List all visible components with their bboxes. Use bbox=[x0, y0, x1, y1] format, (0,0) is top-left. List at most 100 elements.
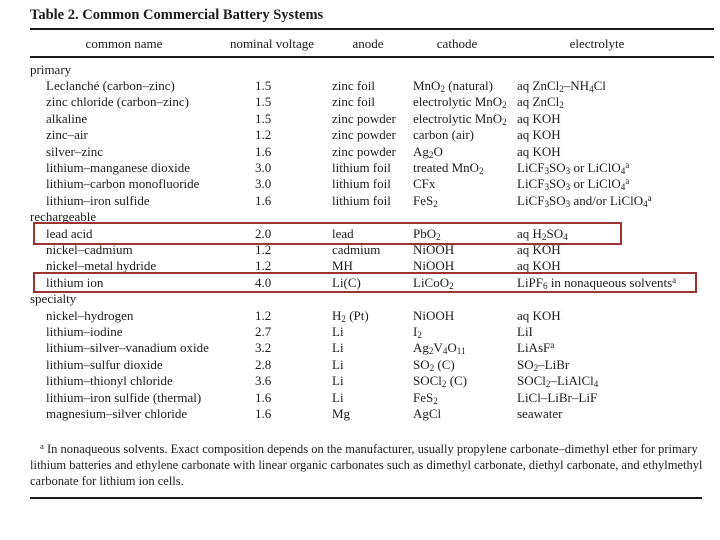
cell-cathode: I2 bbox=[413, 323, 422, 340]
cell-nominal-voltage: 1.5 bbox=[255, 94, 272, 110]
table-footnote: a In nonaqueous solvents. Exact composit… bbox=[30, 441, 703, 488]
cell-anode: MH bbox=[332, 258, 353, 274]
cell-common-name: lithium–iron sulfide (thermal) bbox=[46, 389, 202, 405]
cell-cathode: NiOOH bbox=[413, 241, 455, 257]
cell-anode: zinc foil bbox=[332, 78, 375, 94]
cell-nominal-voltage: 1.2 bbox=[255, 258, 272, 274]
column-header-common-name: common name bbox=[85, 36, 163, 51]
cell-anode: zinc powder bbox=[332, 127, 396, 143]
cell-electrolyte: SO2–LiBr bbox=[517, 356, 570, 373]
cell-cathode: electrolytic MnO2 bbox=[413, 94, 507, 111]
cell-nominal-voltage: 1.5 bbox=[255, 78, 272, 94]
table-row: silver–zinc 1.6 zinc powder Ag2O aq KOH bbox=[30, 143, 714, 159]
section-label: rechargeable bbox=[30, 209, 97, 225]
cell-nominal-voltage: 1.6 bbox=[255, 405, 272, 421]
cell-electrolyte: seawater bbox=[517, 405, 563, 421]
table-row: lithium–carbon monofluoride 3.0 lithium … bbox=[30, 176, 714, 192]
column-header-electrolyte: electrolyte bbox=[569, 36, 625, 51]
table-row: nickel–cadmium 1.2 cadmium NiOOH aq KOH bbox=[30, 241, 714, 257]
section-label: specialty bbox=[30, 291, 77, 307]
cell-anode: lithium foil bbox=[332, 160, 391, 176]
cell-cathode: CFx bbox=[413, 176, 436, 192]
cell-anode: Mg bbox=[332, 405, 351, 421]
column-header-nominal-voltage: nominal voltage bbox=[229, 36, 315, 51]
table-body: primary Leclanché (carbon–zinc) 1.5 zinc… bbox=[30, 61, 714, 422]
cell-nominal-voltage: 3.2 bbox=[255, 340, 272, 356]
cell-electrolyte: aq KOH bbox=[517, 143, 561, 159]
cell-cathode: NiOOH bbox=[413, 258, 455, 274]
cell-common-name: alkaline bbox=[46, 110, 88, 126]
cell-common-name: nickel–hydrogen bbox=[46, 307, 134, 323]
table-row: magnesium–silver chloride 1.6 Mg AgCl se… bbox=[30, 405, 714, 421]
cell-common-name: magnesium–silver chloride bbox=[46, 405, 188, 421]
section-row: rechargeable bbox=[30, 209, 714, 225]
cell-electrolyte: aq ZnCl2 bbox=[517, 94, 564, 111]
table-row: alkaline 1.5 zinc powder electrolytic Mn… bbox=[30, 110, 714, 126]
cell-nominal-voltage: 1.6 bbox=[255, 389, 272, 405]
cell-anode: Li bbox=[332, 389, 344, 405]
cell-electrolyte: aq KOH bbox=[517, 307, 561, 323]
cell-cathode: MnO2 (natural) bbox=[413, 78, 494, 94]
cell-electrolyte: LiAsFa bbox=[517, 340, 555, 356]
column-header-anode: anode bbox=[352, 36, 384, 51]
cell-nominal-voltage: 3.0 bbox=[255, 176, 272, 192]
cell-anode: H2 (Pt) bbox=[332, 307, 369, 324]
cell-nominal-voltage: 3.6 bbox=[255, 373, 272, 389]
cell-nominal-voltage: 1.5 bbox=[255, 110, 272, 126]
cell-anode: lithium foil bbox=[332, 192, 391, 208]
rule-bottom bbox=[30, 497, 702, 499]
cell-cathode: FeS2 bbox=[413, 389, 438, 406]
cell-common-name: lithium–carbon monofluoride bbox=[46, 176, 200, 192]
cell-cathode: SOCl2 (C) bbox=[413, 373, 468, 389]
cell-common-name: lithium–iodine bbox=[46, 323, 123, 339]
section-row: primary bbox=[30, 61, 714, 77]
cell-anode: zinc powder bbox=[332, 110, 396, 126]
cell-common-name: lead acid bbox=[46, 225, 93, 241]
cell-anode: lead bbox=[332, 225, 354, 241]
cell-electrolyte: aq KOH bbox=[517, 127, 561, 143]
cell-common-name: lithium ion bbox=[46, 274, 104, 290]
table-row: lithium–iron sulfide (thermal) 1.6 Li Fe… bbox=[30, 389, 714, 405]
cell-anode: Li bbox=[332, 373, 344, 389]
cell-electrolyte: LiCF3SO3 or LiClO4a bbox=[517, 176, 630, 193]
cell-cathode: NiOOH bbox=[413, 307, 455, 323]
cell-nominal-voltage: 1.2 bbox=[255, 307, 272, 323]
cell-cathode: SO2 (C) bbox=[413, 356, 455, 373]
table-row: nickel–hydrogen 1.2 H2 (Pt) NiOOH aq KOH bbox=[30, 307, 714, 323]
section-row: specialty bbox=[30, 290, 714, 306]
cell-electrolyte: aq KOH bbox=[517, 241, 561, 257]
cell-common-name: lithium–iron sulfide bbox=[46, 192, 150, 208]
cell-anode: Li bbox=[332, 340, 344, 356]
cell-anode: zinc foil bbox=[332, 94, 375, 110]
cell-anode: cadmium bbox=[332, 241, 381, 257]
cell-electrolyte: aq ZnCl2–NH4Cl bbox=[517, 78, 606, 94]
cell-electrolyte: aq KOH bbox=[517, 110, 561, 126]
rule-under-title bbox=[30, 28, 714, 30]
cell-nominal-voltage: 2.0 bbox=[255, 225, 272, 241]
section-label: primary bbox=[30, 61, 72, 77]
cell-electrolyte: LiCF3SO3 or LiClO4a bbox=[517, 159, 630, 176]
table-row: nickel–metal hydride 1.2 MH NiOOH aq KOH bbox=[30, 258, 714, 274]
table-row: zinc–air 1.2 zinc powder carbon (air) aq… bbox=[30, 127, 714, 143]
cell-common-name: silver–zinc bbox=[46, 143, 104, 159]
cell-common-name: nickel–cadmium bbox=[46, 241, 133, 257]
cell-cathode: PbO2 bbox=[413, 225, 441, 242]
cell-electrolyte: SOCl2–LiAlCl4 bbox=[517, 373, 599, 389]
cell-cathode: LiCoO2 bbox=[413, 274, 454, 291]
cell-anode: Li bbox=[332, 323, 344, 339]
table-row: lithium–silver–vanadium oxide 3.2 Li Ag2… bbox=[30, 340, 714, 356]
table-row: lead acid 2.0 lead PbO2 aq H2SO4 bbox=[30, 225, 714, 241]
cell-cathode: Ag2O bbox=[413, 143, 443, 160]
cell-common-name: lithium–manganese dioxide bbox=[46, 160, 191, 176]
cell-electrolyte: aq KOH bbox=[517, 258, 561, 274]
table-row: lithium–manganese dioxide 3.0 lithium fo… bbox=[30, 159, 714, 175]
cell-cathode: carbon (air) bbox=[413, 127, 474, 143]
cell-anode: Li bbox=[332, 356, 344, 372]
cell-cathode: AgCl bbox=[413, 405, 442, 421]
cell-cathode: Ag2V4O11 bbox=[413, 340, 466, 357]
cell-cathode: electrolytic MnO2 bbox=[413, 110, 507, 127]
cell-nominal-voltage: 4.0 bbox=[255, 274, 272, 290]
table-row: zinc chloride (carbon–zinc) 1.5 zinc foi… bbox=[30, 94, 714, 110]
cell-nominal-voltage: 3.0 bbox=[255, 160, 272, 176]
